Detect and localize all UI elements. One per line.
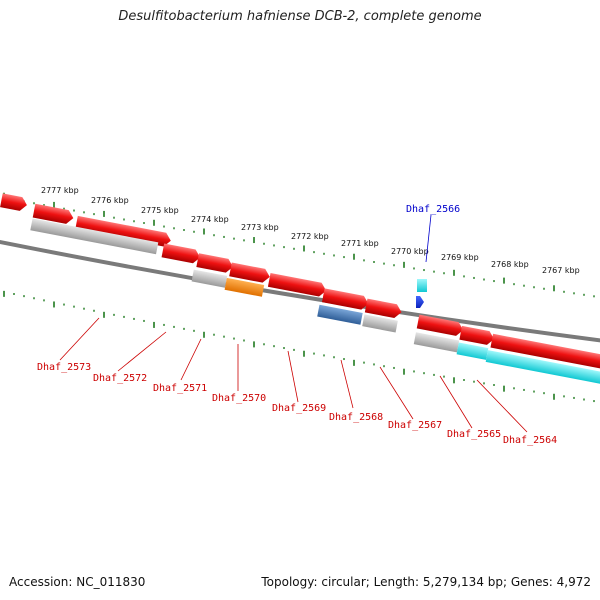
gene-label[interactable]: Dhaf_2572 — [93, 373, 147, 384]
gene-block[interactable] — [456, 342, 489, 360]
scale-label: 2770 kbp — [391, 247, 429, 256]
gene-label[interactable]: Dhaf_2564 — [503, 435, 557, 446]
gene-arrow[interactable] — [267, 273, 328, 298]
gene-label[interactable]: Dhaf_2565 — [447, 429, 501, 440]
leader-line — [425, 214, 432, 263]
inner-scale-ticks — [3, 290, 595, 403]
leader-line — [117, 331, 167, 372]
gene-labels: Dhaf_2573 Dhaf_2572 Dhaf_2571 Dhaf_2570 … — [37, 204, 557, 446]
gene-block[interactable] — [30, 218, 159, 255]
gene-arrow-small[interactable] — [416, 296, 424, 308]
gene-block[interactable] — [413, 332, 460, 353]
scale-label: 2774 kbp — [191, 215, 229, 224]
leader-line — [379, 366, 414, 420]
gene-arrow[interactable] — [75, 215, 172, 248]
leader-line — [59, 317, 100, 361]
gene-label[interactable]: Dhaf_2570 — [212, 393, 266, 404]
gene-block[interactable] — [417, 279, 427, 292]
gene-features — [0, 193, 600, 385]
gene-label[interactable]: Dhaf_2568 — [329, 412, 383, 423]
gene-label[interactable]: Dhaf_2567 — [388, 420, 442, 431]
leader-line — [287, 350, 299, 403]
leader-line — [439, 375, 473, 429]
scale-label: 2768 kbp — [491, 260, 529, 269]
map-title: Desulfitobacterium hafniense DCB-2, comp… — [118, 9, 482, 24]
gene-arrow[interactable] — [416, 314, 465, 337]
gene-arrow[interactable] — [0, 193, 28, 212]
scale-label: 2772 kbp — [291, 232, 329, 241]
gene-block[interactable] — [224, 277, 265, 297]
gene-block[interactable] — [191, 269, 228, 288]
scale-label: 2767 kbp — [542, 266, 580, 275]
gene-arrow[interactable] — [364, 298, 403, 319]
gene-arrow[interactable] — [161, 243, 202, 265]
leader-line — [340, 359, 354, 409]
scale-label: 2769 kbp — [441, 253, 479, 262]
leader-line — [476, 379, 528, 433]
genome-summary-text: Topology: circular; Length: 5,279,134 bp… — [261, 575, 591, 589]
scale-label: 2775 kbp — [141, 206, 179, 215]
gene-label[interactable]: Dhaf_2569 — [272, 403, 326, 414]
scale-label: 2773 kbp — [241, 223, 279, 232]
gene-arrow[interactable] — [196, 253, 234, 273]
gene-block[interactable] — [485, 350, 600, 385]
label-leader-lines — [59, 214, 528, 433]
gene-label[interactable]: Dhaf_2566 — [406, 204, 460, 215]
scale-label: 2776 kbp — [91, 196, 129, 205]
gene-block[interactable] — [317, 304, 363, 325]
gene-arrow[interactable] — [490, 333, 600, 371]
scale-labels: 2777 kbp 2776 kbp 2775 kbp 2774 kbp 2773… — [41, 186, 580, 275]
gene-block[interactable] — [362, 314, 398, 333]
leader-line — [180, 338, 202, 381]
accession-text: Accession: NC_011830 — [9, 575, 146, 589]
gene-label[interactable]: Dhaf_2571 — [153, 383, 207, 394]
gene-label[interactable]: Dhaf_2573 — [37, 362, 91, 373]
gene-arrow[interactable] — [321, 288, 370, 310]
scale-label: 2777 kbp — [41, 186, 79, 195]
scale-label: 2771 kbp — [341, 239, 379, 248]
genome-backbone — [0, 239, 600, 343]
gene-arrow[interactable] — [459, 325, 495, 346]
gene-arrow[interactable] — [32, 203, 75, 225]
gene-arrow[interactable] — [229, 262, 271, 284]
